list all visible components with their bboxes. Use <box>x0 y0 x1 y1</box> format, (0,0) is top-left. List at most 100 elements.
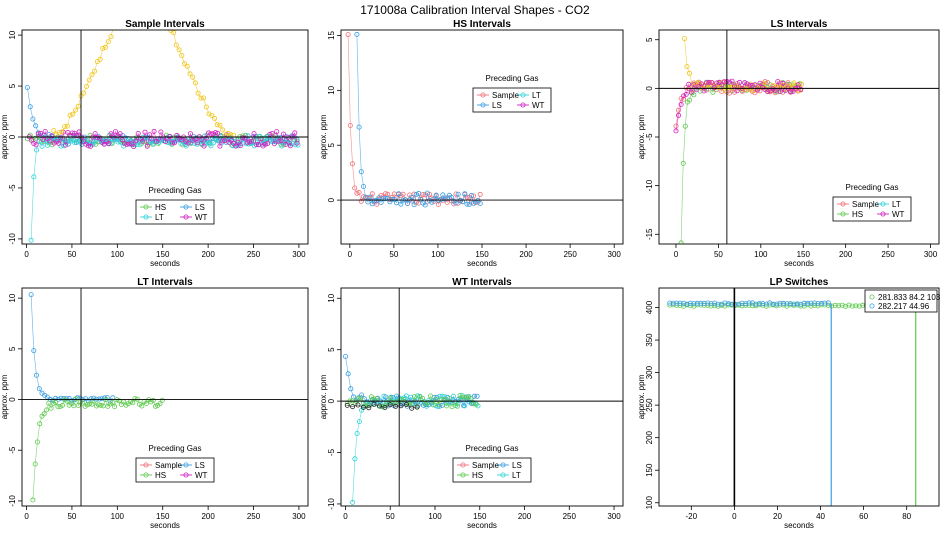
data-point <box>69 398 75 404</box>
panel-title: LT Intervals <box>137 277 193 288</box>
y-tick-label: 400 <box>645 300 654 314</box>
data-point <box>470 401 476 407</box>
data-point <box>187 131 193 137</box>
data-point <box>73 396 79 402</box>
data-point <box>774 301 780 307</box>
x-tick-label: 0 <box>24 250 29 259</box>
data-point <box>371 198 377 204</box>
data-point <box>371 401 377 407</box>
series-LS <box>667 300 832 506</box>
data-point <box>403 393 409 399</box>
data-point <box>117 131 123 137</box>
legend-entry-label: LT <box>155 213 164 222</box>
y-tick-label: 5 <box>8 83 17 88</box>
y-tick-label: 0 <box>327 398 336 403</box>
legend-box <box>452 457 532 483</box>
series-HS <box>667 302 917 506</box>
data-point <box>746 300 752 306</box>
data-point <box>832 302 838 308</box>
data-point <box>345 32 351 38</box>
data-point <box>63 142 69 148</box>
data-point <box>75 402 81 408</box>
data-point <box>747 82 753 88</box>
data-point <box>791 301 797 307</box>
legend-marker <box>460 462 466 468</box>
data-point <box>455 191 461 197</box>
data-point <box>794 301 800 307</box>
panel-5: WT Intervals 0 50 100 150 200 250 300 -10 -5 0 5 10 s… <box>319 277 624 530</box>
data-point <box>433 192 439 198</box>
x-tick-label: 150 <box>475 250 489 259</box>
data-point <box>88 143 94 149</box>
data-point <box>220 127 226 133</box>
x-axis-label: seconds <box>784 259 814 268</box>
data-point <box>798 303 804 309</box>
data-point <box>205 140 211 146</box>
data-point <box>680 160 686 166</box>
panel-4: LT Intervals 0 50 100 150 200 250 300 -10 -5 0 5 10 s… <box>0 277 309 530</box>
x-tick-label: 300 <box>924 250 938 259</box>
data-point <box>465 394 471 400</box>
data-point <box>99 396 105 402</box>
data-point <box>427 393 433 399</box>
data-point <box>185 140 191 146</box>
x-tick-label: 100 <box>754 250 768 259</box>
data-point <box>81 90 87 96</box>
figure-title: 171008a Calibration Interval Shapes - CO… <box>360 3 590 17</box>
data-point <box>86 77 92 83</box>
x-tick-label: 80 <box>902 512 911 521</box>
data-point <box>839 302 845 308</box>
data-point <box>846 302 852 308</box>
x-tick-label: 250 <box>247 512 261 521</box>
data-point <box>206 130 212 136</box>
data-point <box>676 112 682 118</box>
data-point <box>201 95 207 101</box>
data-point <box>473 401 479 407</box>
x-tick-label: 50 <box>67 250 76 259</box>
data-point <box>201 143 207 149</box>
data-point <box>376 403 382 409</box>
legend: Preceding Gas Sample LT LS WT <box>472 74 552 113</box>
data-point <box>350 499 356 505</box>
data-point <box>123 0 127 3</box>
series-Sample <box>345 32 483 207</box>
data-point <box>770 301 776 307</box>
legend-marker <box>500 462 506 468</box>
data-point <box>206 111 212 117</box>
data-point <box>37 421 43 427</box>
plot-frame <box>21 287 309 507</box>
data-point <box>808 303 814 309</box>
data-point <box>113 129 119 135</box>
data-point <box>403 401 409 407</box>
data-point <box>84 84 90 90</box>
data-point <box>453 200 459 206</box>
data-point <box>756 300 762 306</box>
series-line <box>53 30 234 136</box>
data-point <box>44 407 50 413</box>
legend-marker <box>840 201 846 207</box>
data-point <box>468 395 474 401</box>
data-point <box>156 139 162 145</box>
x-tick-label: 250 <box>563 250 577 259</box>
data-point <box>66 138 72 144</box>
data-point <box>242 135 248 141</box>
data-point <box>96 396 102 402</box>
y-tick-label: -15 <box>645 228 654 240</box>
x-tick-label: 20 <box>773 512 782 521</box>
data-point <box>237 143 243 149</box>
x-axis-label: seconds <box>150 521 180 530</box>
data-point <box>398 201 404 207</box>
plot-area <box>342 353 481 505</box>
y-tick-label: -5 <box>8 446 17 454</box>
series-dark <box>344 401 420 411</box>
panel-title: LS Intervals <box>771 19 828 30</box>
data-point <box>430 402 436 408</box>
data-point <box>39 143 45 149</box>
data-point <box>436 402 442 408</box>
y-tick-label: -10 <box>327 498 336 510</box>
data-point <box>131 144 137 150</box>
data-point <box>217 143 223 149</box>
data-point <box>67 112 73 118</box>
data-point <box>342 353 348 359</box>
data-point <box>255 142 261 148</box>
